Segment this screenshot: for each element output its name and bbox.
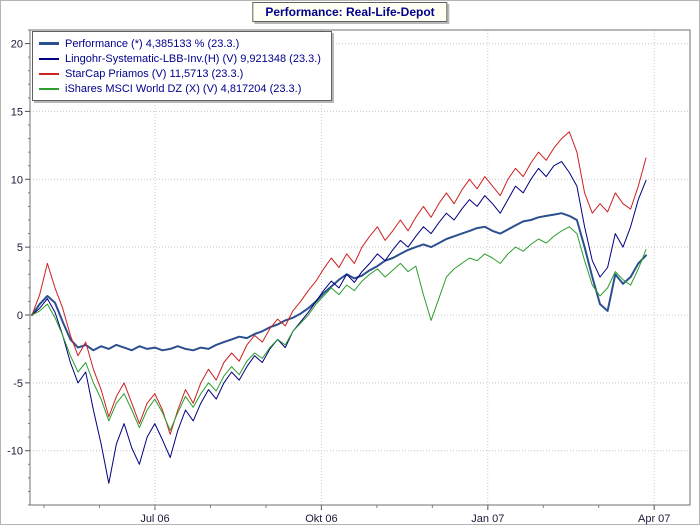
y-tick-label: -5 bbox=[13, 378, 23, 390]
legend-item: Performance (*) 4,385133 % (23.3.) bbox=[39, 36, 321, 51]
y-tick-label: 10 bbox=[11, 174, 23, 186]
series-line-1 bbox=[31, 161, 647, 484]
x-tick-label: Okt 06 bbox=[305, 513, 337, 525]
series-line-2 bbox=[31, 131, 647, 435]
legend-item: StarCap Priamos (V) 11,5713 (23.3.) bbox=[39, 66, 321, 81]
x-tick-label: Apr 07 bbox=[638, 513, 670, 525]
legend-line-marker bbox=[39, 87, 59, 90]
series-line-0 bbox=[31, 212, 647, 352]
legend-label: Lingohr-Systematic-LBB-Inv.(H) (V) 9,921… bbox=[65, 52, 321, 65]
legend: Performance (*) 4,385133 % (23.3.) Lingoh… bbox=[32, 31, 332, 101]
y-tick-label: 5 bbox=[17, 242, 23, 254]
y-tick-label: 0 bbox=[17, 310, 23, 322]
legend-label: StarCap Priamos (V) 11,5713 (23.3.) bbox=[65, 67, 244, 80]
legend-item: Lingohr-Systematic-LBB-Inv.(H) (V) 9,921… bbox=[39, 51, 321, 66]
x-tick-label: Jan 07 bbox=[471, 513, 504, 525]
legend-line-marker bbox=[39, 57, 59, 60]
series-line-3 bbox=[31, 226, 647, 431]
legend-line-marker bbox=[39, 42, 59, 45]
y-tick-label: -10 bbox=[7, 446, 23, 458]
y-tick-label: 20 bbox=[11, 39, 23, 51]
legend-line-marker bbox=[39, 72, 59, 75]
y-tick-label: 15 bbox=[11, 106, 23, 118]
chart-title: Performance: Real-Life-Depot bbox=[252, 2, 448, 22]
legend-label: iShares MSCI World DZ (X) (V) 4,817204 (… bbox=[65, 82, 302, 95]
legend-item: iShares MSCI World DZ (X) (V) 4,817204 (… bbox=[39, 81, 321, 96]
legend-label: Performance (*) 4,385133 % (23.3.) bbox=[65, 37, 240, 50]
x-tick-label: Jul 06 bbox=[140, 513, 169, 525]
plot-frame bbox=[29, 29, 691, 506]
